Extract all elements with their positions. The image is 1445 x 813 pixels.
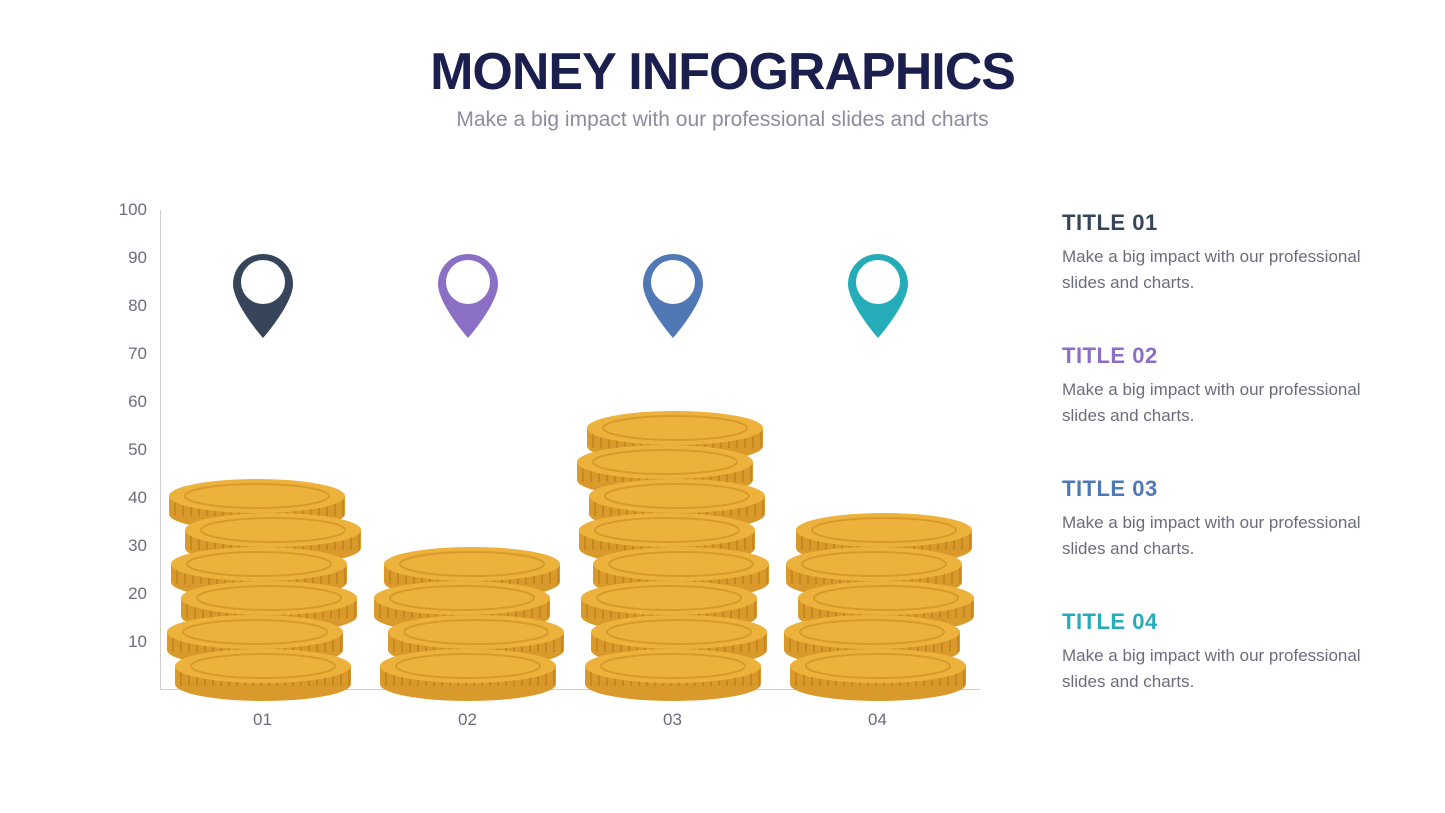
legend-item: TITLE 01 Make a big impact with our profe… xyxy=(1062,210,1392,295)
y-tick: 40 xyxy=(128,488,147,508)
y-tick: 20 xyxy=(128,584,147,604)
page-title: MONEY INFOGRAPHICS xyxy=(0,42,1445,102)
legend-desc: Make a big impact with our professional … xyxy=(1062,377,1392,428)
y-tick: 80 xyxy=(128,296,147,316)
x-axis-labels: 01020304 xyxy=(160,710,980,730)
legend-item: TITLE 04 Make a big impact with our profe… xyxy=(1062,609,1392,694)
chart-column xyxy=(160,210,365,690)
legend: TITLE 01 Make a big impact with our profe… xyxy=(1062,210,1392,742)
coin-icon xyxy=(583,648,763,702)
chart-column xyxy=(365,210,570,690)
y-tick: 90 xyxy=(128,248,147,268)
chart-column xyxy=(570,210,775,690)
y-tick: 100 xyxy=(119,200,147,220)
coin-stack xyxy=(788,512,968,702)
coin-stacks xyxy=(160,210,980,690)
legend-desc: Make a big impact with our professional … xyxy=(1062,244,1392,295)
y-tick: 60 xyxy=(128,392,147,412)
coin-stack xyxy=(173,478,353,702)
y-tick: 50 xyxy=(128,440,147,460)
coin-icon xyxy=(378,648,558,702)
y-axis: 102030405060708090100 xyxy=(110,210,155,690)
x-tick: 01 xyxy=(160,710,365,730)
x-tick: 03 xyxy=(570,710,775,730)
x-tick: 04 xyxy=(775,710,980,730)
header: MONEY INFOGRAPHICS Make a big impact wit… xyxy=(0,0,1445,132)
legend-item: TITLE 02 Make a big impact with our profe… xyxy=(1062,343,1392,428)
map-pin-icon xyxy=(227,250,299,340)
y-tick: 30 xyxy=(128,536,147,556)
map-pin-icon xyxy=(432,250,504,340)
map-pin-icon xyxy=(637,250,709,340)
y-tick: 10 xyxy=(128,632,147,652)
y-tick: 70 xyxy=(128,344,147,364)
legend-desc: Make a big impact with our professional … xyxy=(1062,643,1392,694)
coin-icon xyxy=(173,648,353,702)
legend-title: TITLE 04 xyxy=(1062,609,1392,635)
map-pin-icon xyxy=(842,250,914,340)
x-tick: 02 xyxy=(365,710,570,730)
legend-item: TITLE 03 Make a big impact with our profe… xyxy=(1062,476,1392,561)
coin-stack xyxy=(378,546,558,702)
legend-title: TITLE 03 xyxy=(1062,476,1392,502)
page-subtitle: Make a big impact with our professional … xyxy=(0,108,1445,132)
coin-stack xyxy=(583,410,763,702)
legend-desc: Make a big impact with our professional … xyxy=(1062,510,1392,561)
legend-title: TITLE 01 xyxy=(1062,210,1392,236)
legend-title: TITLE 02 xyxy=(1062,343,1392,369)
chart-column xyxy=(775,210,980,690)
coin-icon xyxy=(788,648,968,702)
chart-area: 102030405060708090100 xyxy=(110,210,980,750)
